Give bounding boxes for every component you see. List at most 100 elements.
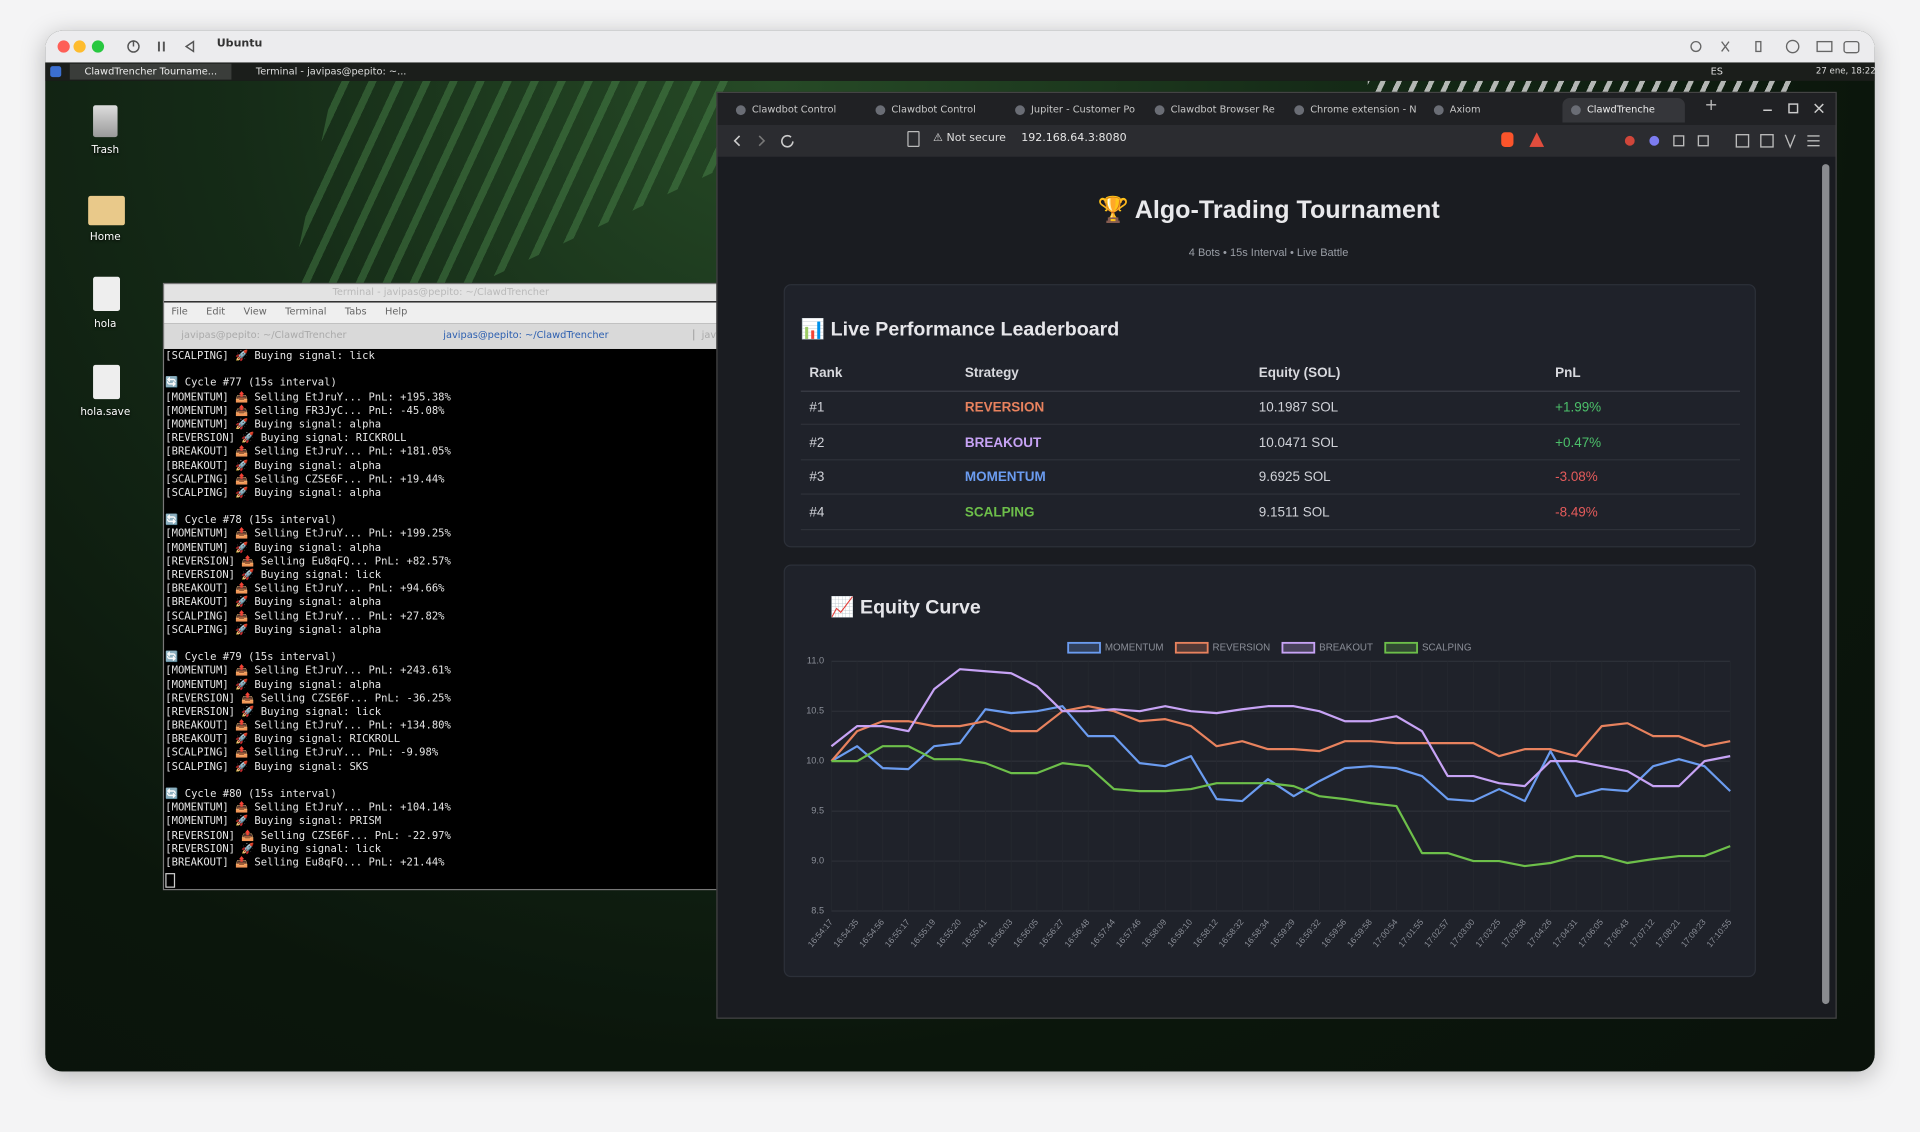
x-tick-label: 16:59:29 [1268,917,1297,949]
output-line: 🔄 Cycle #78 (15s interval) [165,514,337,527]
file-icon[interactable] [93,276,121,312]
legend-swatch [1067,641,1101,654]
file-icon[interactable] [93,364,121,400]
menu-item[interactable]: Tabs [344,306,367,318]
x-tick-label: 16:55:20 [934,917,963,949]
vm-toolbar-icons[interactable] [1686,38,1864,55]
browser-tab[interactable]: Chrome extension - N [1286,98,1418,122]
equity-cell: 9.1511 SOL [1258,505,1330,520]
y-tick-label: 10.0 [806,756,824,766]
output-line: [REVERSION] 🚀 Buying signal: lick [165,569,382,582]
taskbar-item[interactable]: ClawdTrencher Tourname... [69,63,232,80]
clock[interactable]: 27 ene, 18:22 [1815,66,1876,76]
output-line: [MOMENTUM] 📤 Selling FR3JyC... PnL: -45.… [165,405,445,418]
x-tick-label: 16:58:12 [1191,917,1220,949]
leaderboard-card: 📊 Live Performance Leaderboard Rank Strat… [783,284,1756,548]
menu-icon[interactable] [50,66,62,78]
x-tick-label: 16:59:32 [1294,917,1323,949]
legend-swatch [1174,641,1209,654]
menu-item[interactable]: Help [384,306,408,318]
column-header: Rank [809,366,843,381]
window-controls[interactable] [1758,100,1831,117]
output-line: [SCALPING] 🚀 Buying signal: alpha [165,624,382,637]
vm-controls[interactable] [124,38,197,55]
address-bar[interactable]: 192.168.64.3:8080 [1021,132,1127,145]
taskbar-item[interactable]: Terminal - javipas@pepito: ~... [255,66,407,78]
taskbar: ClawdTrencher Tourname... Terminal - jav… [45,62,1876,81]
output-line: [MOMENTUM] 🚀 Buying signal: alpha [165,418,382,431]
row-rule [800,458,1741,460]
desktop-icon-label[interactable]: hola.save [80,406,131,419]
y-tick-label: 9.5 [811,806,824,816]
x-tick-label: 17:01:55 [1396,917,1425,949]
terminal-tab[interactable]: javipas@pepito: ~/ClawdTrencher [181,329,347,341]
menu-item[interactable]: Terminal [285,306,327,318]
browser-tab[interactable]: Axiom [1425,98,1557,122]
minimize-button[interactable] [73,40,86,53]
brave-rewards[interactable] [1529,132,1545,147]
row-rule [800,528,1741,530]
strategy-cell: MOMENTUM [964,470,1046,485]
legend-swatch [1281,641,1316,654]
x-tick-label: 17:08:21 [1653,917,1682,949]
menu-item[interactable]: View [243,306,267,318]
series-line [831,745,1731,868]
output-line: [MOMENTUM] 🚀 Buying signal: alpha [165,541,382,555]
page-subtitle: 4 Bots • 15s Interval • Live Battle [1188,246,1349,259]
terminal-tab[interactable]: jav [693,329,716,341]
output-line: [BREAKOUT] 🚀 Buying signal: RICKROLL [165,733,401,747]
security-indicator[interactable]: ⚠ Not secure [933,132,1006,145]
x-tick-label: 16:58:10 [1165,917,1194,949]
desktop-icon-label[interactable]: Trash [91,144,120,157]
brave-shield[interactable] [1501,132,1514,147]
home-icon[interactable] [88,195,125,226]
output-line: [MOMENTUM] 📤 Selling EtJruY... PnL: +199… [165,528,451,541]
equity-cell: 10.1987 SOL [1258,400,1339,416]
row-rule [800,493,1741,495]
browser-tab[interactable]: Jupiter - Customer Po [1007,98,1139,122]
trash-icon[interactable] [93,105,118,138]
output-block: 🔄 Cycle #78 (15s interval) [MOMENTUM] 📤 S… [165,515,716,638]
x-tick-label: 17:09:23 [1679,917,1708,949]
menu-item[interactable]: Edit [206,306,226,318]
extension-icons[interactable] [1624,132,1832,149]
x-tick-label: 17:03:00 [1448,917,1477,949]
terminal-output: [SCALPING] 🚀 Buying signal: lick 🔄 Cycle … [165,350,716,884]
output-line: [MOMENTUM] 🚀 Buying signal: alpha [165,678,382,692]
legend-label: BREAKOUT [1319,642,1373,653]
output-line: [BREAKOUT] 📤 Selling Eu8qFQ... PnL: +21.… [165,857,445,870]
menu-item[interactable]: File [171,306,188,318]
legend-swatch [1384,641,1418,654]
new-tab-button[interactable]: + [1704,96,1718,116]
browser-tab[interactable]: Clawdbot Browser Re [1146,98,1278,122]
vm-name: Ubuntu [216,37,263,51]
x-tick-label: 16:54:35 [831,917,860,949]
series-line [830,668,1731,788]
zoom-button[interactable] [91,40,105,53]
output-line: [REVERSION] 📤 Selling CZSE6F... PnL: -22… [165,829,451,842]
output-line: [SCALPING] 🚀 Buying signal: lick [165,350,375,363]
keyboard-layout[interactable]: ES [1710,66,1724,78]
y-tick-label: 8.5 [811,905,824,915]
output-line: [SCALPING] 🚀 Buying signal: alpha [165,487,382,500]
output-line: [BREAKOUT] 📤 Selling EtJruY... PnL: +134… [165,720,451,733]
browser-tab[interactable]: Clawdbot Control [867,98,999,122]
pnl-cell: -3.08% [1555,470,1598,485]
equity-cell: 10.0471 SOL [1258,435,1339,451]
close-button[interactable] [57,40,70,53]
desktop-icon-label[interactable]: hola [94,318,117,331]
pnl-cell: +0.47% [1555,435,1602,451]
rank-cell: #4 [809,505,825,520]
strategy-cell: REVERSION [964,400,1045,416]
equity-cell: 9.6925 SOL [1258,470,1331,485]
equity-card: 📈 Equity Curve 8.5 9.0 9.5 10.0 10.5 11.0 16:5… [783,564,1756,978]
nav-buttons[interactable] [727,132,800,149]
desktop-icon-label[interactable]: Home [89,231,121,244]
browser-tab[interactable]: Clawdbot Control [727,98,859,122]
bookmark-icon[interactable] [907,131,920,147]
scrollbar[interactable] [1822,164,1830,1005]
terminal-tab[interactable]: javipas@pepito: ~/ClawdTrencher [443,329,609,341]
terminal-window: Terminal - javipas@pepito: ~/ClawdTrench… [162,282,719,891]
output-line: 🔄 Cycle #77 (15s interval) [165,377,337,390]
active-tab[interactable]: ClawdTrenche [1562,97,1685,123]
